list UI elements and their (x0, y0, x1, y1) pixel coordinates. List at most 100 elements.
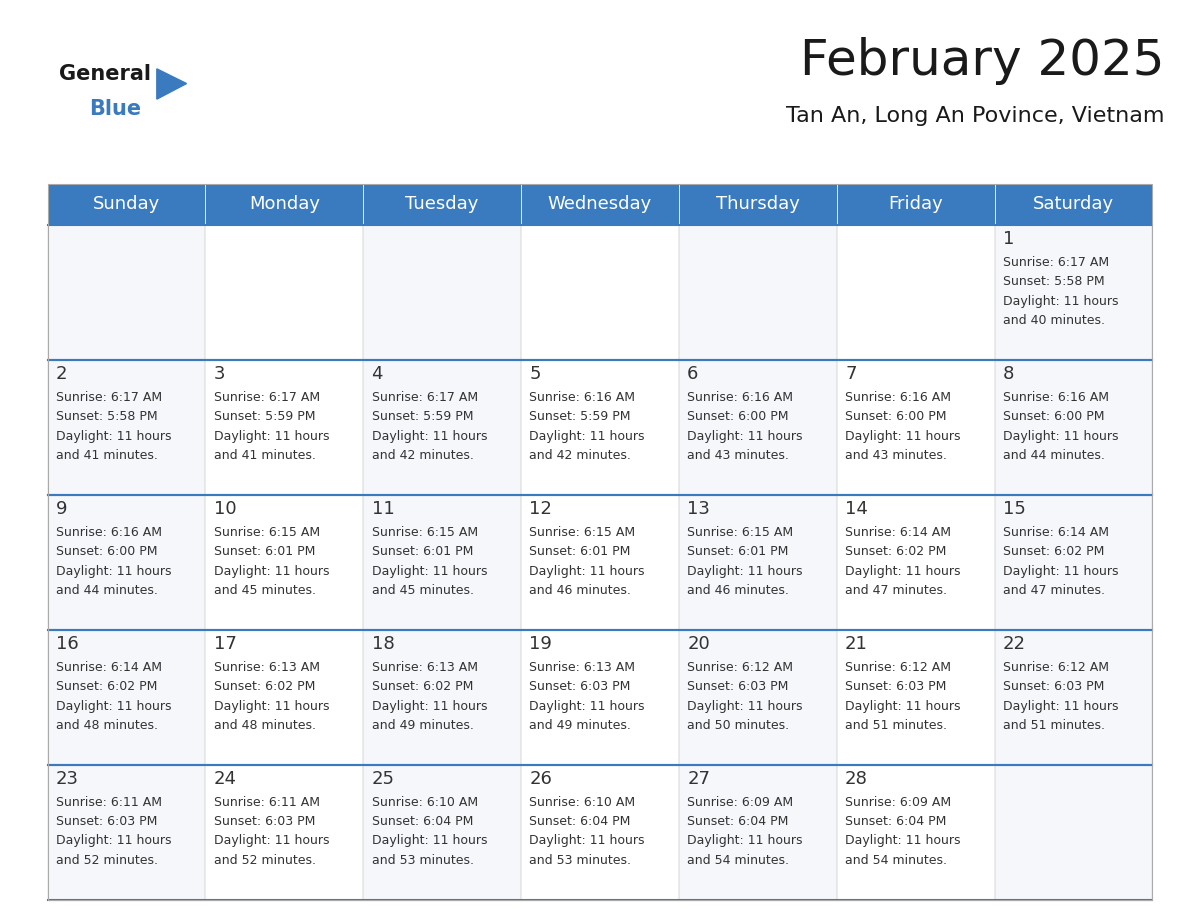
Text: Sunrise: 6:12 AM: Sunrise: 6:12 AM (1003, 661, 1108, 674)
Text: Sunset: 6:01 PM: Sunset: 6:01 PM (530, 545, 631, 558)
Text: 20: 20 (687, 635, 710, 654)
Text: Daylight: 11 hours: Daylight: 11 hours (1003, 565, 1118, 577)
Bar (994, 765, 1152, 900)
Bar (364, 184, 522, 225)
Text: Daylight: 11 hours: Daylight: 11 hours (530, 834, 645, 847)
Text: Daylight: 11 hours: Daylight: 11 hours (1003, 700, 1118, 712)
Bar (678, 630, 836, 765)
Text: Sunset: 6:01 PM: Sunset: 6:01 PM (372, 545, 473, 558)
Bar (994, 765, 1152, 900)
Text: and 49 minutes.: and 49 minutes. (530, 719, 631, 732)
Text: General: General (59, 64, 151, 84)
Text: Sunrise: 6:15 AM: Sunrise: 6:15 AM (372, 526, 478, 539)
Text: and 48 minutes.: and 48 minutes. (56, 719, 158, 732)
Text: and 42 minutes.: and 42 minutes. (530, 449, 631, 462)
Text: Sunrise: 6:16 AM: Sunrise: 6:16 AM (1003, 391, 1108, 404)
Text: Daylight: 11 hours: Daylight: 11 hours (56, 834, 171, 847)
Bar (206, 765, 364, 900)
Text: Sunset: 6:00 PM: Sunset: 6:00 PM (56, 545, 157, 558)
Bar (522, 225, 678, 360)
Text: Sunrise: 6:17 AM: Sunrise: 6:17 AM (372, 391, 478, 404)
Text: Sunset: 6:03 PM: Sunset: 6:03 PM (845, 680, 947, 693)
Bar (678, 630, 836, 765)
Text: Sunset: 5:59 PM: Sunset: 5:59 PM (530, 410, 631, 423)
Text: Sunset: 6:00 PM: Sunset: 6:00 PM (845, 410, 947, 423)
Bar (678, 495, 836, 630)
Text: Daylight: 11 hours: Daylight: 11 hours (372, 430, 487, 442)
Text: and 51 minutes.: and 51 minutes. (1003, 719, 1105, 732)
Text: 1: 1 (1003, 230, 1015, 249)
Bar (994, 225, 1152, 360)
Bar (48, 630, 206, 765)
Bar (48, 225, 206, 360)
Text: Sunrise: 6:09 AM: Sunrise: 6:09 AM (687, 796, 794, 809)
Text: Sunset: 6:00 PM: Sunset: 6:00 PM (687, 410, 789, 423)
Text: 14: 14 (845, 500, 868, 519)
Bar (994, 630, 1152, 765)
Text: Sunset: 5:58 PM: Sunset: 5:58 PM (56, 410, 158, 423)
Bar (364, 225, 522, 360)
Text: 7: 7 (845, 365, 857, 384)
Text: Friday: Friday (889, 196, 943, 213)
Text: Daylight: 11 hours: Daylight: 11 hours (1003, 430, 1118, 442)
Text: Sunrise: 6:10 AM: Sunrise: 6:10 AM (530, 796, 636, 809)
Bar (994, 360, 1152, 495)
Text: Sunrise: 6:14 AM: Sunrise: 6:14 AM (845, 526, 952, 539)
Text: February 2025: February 2025 (800, 37, 1164, 84)
Bar (206, 765, 364, 900)
Text: and 40 minutes.: and 40 minutes. (1003, 314, 1105, 327)
Text: Daylight: 11 hours: Daylight: 11 hours (530, 430, 645, 442)
Text: 24: 24 (214, 770, 236, 789)
Bar (522, 360, 678, 495)
Text: Sunset: 6:03 PM: Sunset: 6:03 PM (1003, 680, 1104, 693)
Bar (678, 360, 836, 495)
Bar (836, 765, 994, 900)
Text: and 47 minutes.: and 47 minutes. (845, 584, 947, 597)
Text: Sunrise: 6:13 AM: Sunrise: 6:13 AM (372, 661, 478, 674)
Text: 18: 18 (372, 635, 394, 654)
Text: Sunset: 6:04 PM: Sunset: 6:04 PM (687, 815, 789, 828)
Text: Monday: Monday (248, 196, 320, 213)
Text: Sunrise: 6:17 AM: Sunrise: 6:17 AM (214, 391, 320, 404)
Text: 23: 23 (56, 770, 78, 789)
Text: Daylight: 11 hours: Daylight: 11 hours (372, 565, 487, 577)
Text: Daylight: 11 hours: Daylight: 11 hours (214, 834, 329, 847)
Text: Daylight: 11 hours: Daylight: 11 hours (214, 700, 329, 712)
Text: Sunrise: 6:10 AM: Sunrise: 6:10 AM (372, 796, 478, 809)
Text: Tuesday: Tuesday (405, 196, 479, 213)
Bar (206, 225, 364, 360)
Text: Sunset: 6:02 PM: Sunset: 6:02 PM (1003, 545, 1104, 558)
Bar (48, 765, 206, 900)
Text: 12: 12 (530, 500, 552, 519)
Bar (836, 360, 994, 495)
Text: Sunrise: 6:16 AM: Sunrise: 6:16 AM (845, 391, 952, 404)
Text: Sunset: 6:04 PM: Sunset: 6:04 PM (372, 815, 473, 828)
Text: Daylight: 11 hours: Daylight: 11 hours (214, 430, 329, 442)
Text: and 54 minutes.: and 54 minutes. (687, 854, 789, 867)
Bar (836, 184, 994, 225)
Bar (522, 360, 678, 495)
Text: Thursday: Thursday (716, 196, 800, 213)
Bar (678, 765, 836, 900)
Text: 28: 28 (845, 770, 868, 789)
Text: and 53 minutes.: and 53 minutes. (372, 854, 474, 867)
Text: Sunrise: 6:09 AM: Sunrise: 6:09 AM (845, 796, 952, 809)
Text: Sunset: 5:59 PM: Sunset: 5:59 PM (214, 410, 315, 423)
Text: 10: 10 (214, 500, 236, 519)
Text: 3: 3 (214, 365, 226, 384)
Text: 26: 26 (530, 770, 552, 789)
Bar (994, 495, 1152, 630)
Bar (678, 495, 836, 630)
Text: and 54 minutes.: and 54 minutes. (845, 854, 947, 867)
Text: Sunrise: 6:17 AM: Sunrise: 6:17 AM (56, 391, 162, 404)
Text: Daylight: 11 hours: Daylight: 11 hours (56, 430, 171, 442)
Bar (206, 184, 364, 225)
Bar (836, 495, 994, 630)
Bar (678, 184, 836, 225)
Bar (994, 630, 1152, 765)
Text: Sunrise: 6:14 AM: Sunrise: 6:14 AM (1003, 526, 1108, 539)
Bar (678, 225, 836, 360)
Polygon shape (157, 69, 187, 99)
Bar (522, 630, 678, 765)
Text: Sunrise: 6:15 AM: Sunrise: 6:15 AM (530, 526, 636, 539)
